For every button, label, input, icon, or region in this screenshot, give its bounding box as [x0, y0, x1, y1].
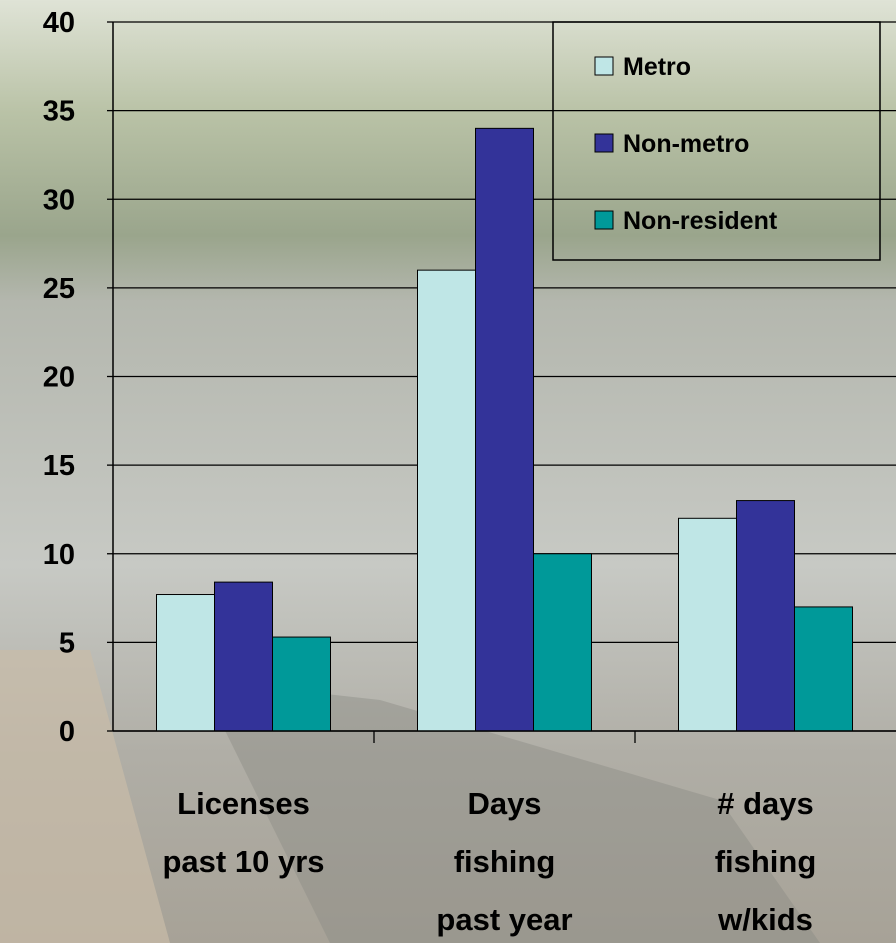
- bar: [417, 269, 476, 732]
- y-tick-label: 35: [43, 96, 75, 128]
- legend-swatch: [594, 56, 614, 76]
- legend-label: Metro: [623, 53, 691, 81]
- legend-box: [552, 21, 881, 261]
- bar: [678, 517, 737, 732]
- x-tick-label: # days fishing w/kids: [715, 786, 817, 937]
- legend-label: Non-resident: [623, 207, 778, 235]
- y-tick-label: 30: [43, 184, 75, 216]
- x-tick-label: Licenses past 10 yrs: [163, 786, 325, 879]
- y-tick-label: 15: [43, 450, 75, 482]
- y-tick-label: 20: [43, 362, 75, 394]
- y-tick-label: 10: [43, 539, 75, 571]
- bar: [214, 581, 273, 732]
- bar: [736, 500, 795, 732]
- bar: [475, 127, 534, 732]
- boat: [200, 680, 820, 943]
- y-tick-label: 25: [43, 273, 75, 305]
- bar: [794, 606, 853, 732]
- y-tick-label: 5: [59, 627, 75, 659]
- legend-swatch: [594, 133, 614, 153]
- y-tick-label: 40: [43, 7, 75, 39]
- x-tick-label: Days fishing past year: [436, 786, 572, 937]
- bar: [533, 553, 592, 732]
- y-tick-label: 0: [59, 716, 75, 748]
- bar: [156, 594, 215, 732]
- legend-swatch: [594, 210, 614, 230]
- dock: [0, 650, 170, 943]
- bar: [272, 636, 331, 732]
- legend-label: Non-metro: [623, 130, 749, 158]
